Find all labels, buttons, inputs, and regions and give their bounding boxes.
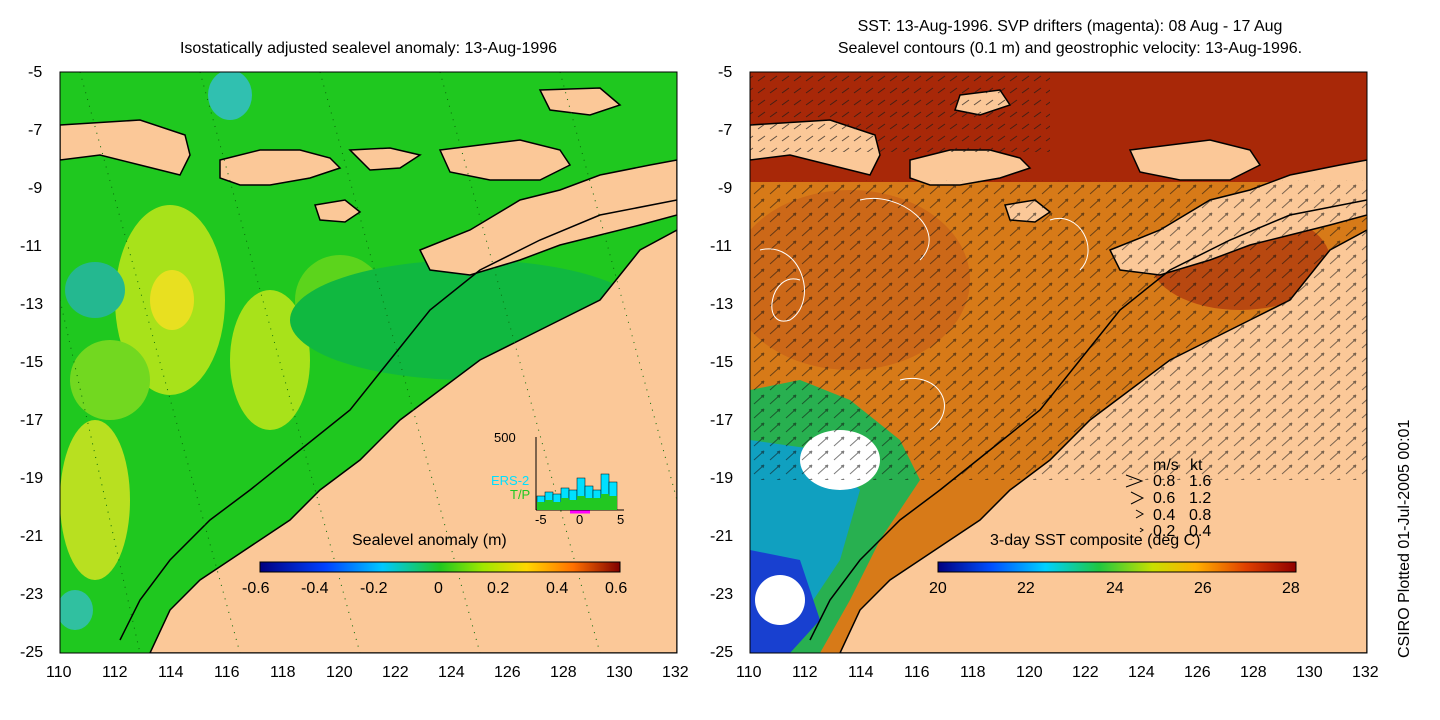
right-y-tick: -25 [710, 644, 734, 661]
plotted-stamp: CSIRO Plotted 01-Jul-2005 00:01 [1396, 419, 1413, 658]
left-x-tick: 118 [270, 664, 296, 681]
left-y-tick: -7 [28, 122, 43, 139]
left-x-tick: 116 [214, 664, 240, 681]
left-y-tick: -15 [20, 354, 44, 371]
left-colorbar-tick: 0.4 [546, 580, 569, 597]
velocity-key-header-kt: kt [1190, 457, 1203, 474]
left-map-field [60, 72, 677, 653]
left-y-tick: -9 [28, 180, 43, 197]
right-panel-title-line1: SST: 13-Aug-1996. SVP drifters (magenta)… [857, 18, 1283, 35]
right-y-tick: -23 [710, 586, 734, 603]
right-x-tick: 130 [1296, 664, 1323, 681]
inset-y-max-label: 500 [494, 430, 516, 445]
left-colorbar-label: Sealevel anomaly (m) [352, 532, 507, 549]
left-colorbar-tick: -0.2 [360, 580, 388, 597]
left-y-tick: -11 [20, 238, 42, 255]
inset-x-tick: 0 [576, 512, 584, 527]
left-x-tick: 114 [158, 664, 184, 681]
left-colorbar-tick: 0.2 [487, 580, 510, 597]
left-colorbar-tick: -0.6 [242, 580, 270, 597]
right-colorbar-tick: 20 [929, 580, 947, 597]
velocity-key-arrows [1125, 474, 1145, 533]
right-x-tick: 128 [1240, 664, 1267, 681]
velocity-key-ms: 0.6 [1153, 490, 1176, 507]
right-x-tick: 114 [848, 664, 874, 681]
right-y-tick: -13 [710, 296, 734, 313]
velocity-key-kt: 0.4 [1189, 523, 1212, 540]
velocity-key-header-ms: m/s [1153, 457, 1179, 474]
right-colorbar-tick: 22 [1017, 580, 1035, 597]
left-colorbar-tick: 0 [434, 580, 443, 597]
right-y-tick: -9 [718, 180, 733, 197]
left-x-tick: 124 [438, 664, 465, 681]
left-x-tick: 132 [662, 664, 689, 681]
right-x-tick: 122 [1072, 664, 1099, 681]
right-x-tick: 110 [736, 664, 762, 681]
right-colorbar-label: 3-day SST composite (deg C) [990, 532, 1201, 549]
left-y-tick: -17 [20, 412, 44, 429]
right-y-tick: -7 [718, 122, 733, 139]
right-panel-title-line2: Sealevel contours (0.1 m) and geostrophi… [837, 40, 1303, 57]
left-x-tick: 128 [550, 664, 577, 681]
inset-series-tp: T/P [510, 487, 531, 502]
right-y-tick: -11 [710, 238, 732, 255]
left-y-tick: -5 [28, 64, 43, 81]
velocity-key-ms: 0.2 [1153, 523, 1176, 540]
right-x-tick: 132 [1352, 664, 1379, 681]
right-x-tick: 124 [1128, 664, 1155, 681]
inset-x-tick: -5 [535, 512, 547, 527]
right-y-tick: -5 [718, 64, 733, 81]
right-x-tick: 112 [792, 664, 818, 681]
right-colorbar [937, 561, 1297, 573]
right-x-tick: 126 [1184, 664, 1211, 681]
left-x-tick: 122 [382, 664, 409, 681]
left-inset-histogram [535, 437, 624, 514]
left-x-tick: 110 [46, 664, 72, 681]
left-colorbar-tick: -0.4 [301, 580, 329, 597]
right-x-tick: 118 [960, 664, 986, 681]
left-colorbar-tick: 0.6 [605, 580, 628, 597]
velocity-key-ms: 0.4 [1153, 507, 1176, 524]
left-x-tick: 120 [326, 664, 353, 681]
left-y-tick: -23 [20, 586, 44, 603]
left-x-tick: 126 [494, 664, 521, 681]
left-y-tick: -13 [20, 296, 44, 313]
velocity-key-kt: 1.6 [1189, 473, 1212, 490]
right-colorbar-tick: 26 [1194, 580, 1212, 597]
right-y-tick: -21 [710, 528, 734, 545]
left-y-tick: -25 [20, 644, 44, 661]
velocity-key-ms: 0.8 [1153, 473, 1176, 490]
left-panel-title: Isostatically adjusted sealevel anomaly:… [179, 40, 558, 57]
left-colorbar [259, 561, 621, 573]
right-x-tick: 116 [904, 664, 930, 681]
inset-x-tick: 5 [617, 512, 625, 527]
right-x-tick: 120 [1016, 664, 1043, 681]
right-colorbar-tick: 28 [1282, 580, 1300, 597]
velocity-key-kt: 1.2 [1189, 490, 1212, 507]
left-y-tick: -19 [20, 470, 44, 487]
inset-series-ers2: ERS-2 [491, 473, 530, 488]
right-y-tick: -19 [710, 470, 734, 487]
right-map-field [750, 72, 1367, 653]
right-y-tick: -17 [710, 412, 734, 429]
left-x-tick: 112 [102, 664, 128, 681]
right-colorbar-tick: 24 [1106, 580, 1124, 597]
left-y-tick: -21 [20, 528, 44, 545]
right-y-tick: -15 [710, 354, 734, 371]
left-x-tick: 130 [606, 664, 633, 681]
velocity-key-kt: 0.8 [1189, 507, 1212, 524]
